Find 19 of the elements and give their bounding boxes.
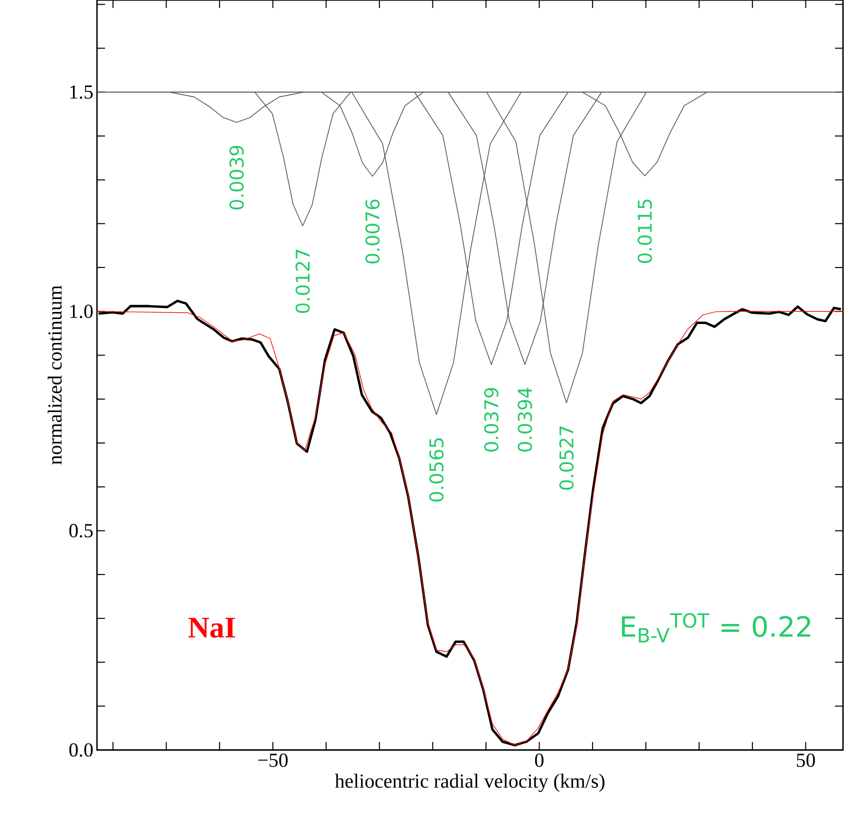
annotation: 0.0076 — [365, 200, 380, 264]
y-tick-label: 0.0 — [69, 743, 93, 757]
y-tick-label: 1.5 — [70, 85, 93, 99]
y-tick-label: 1.0 — [70, 304, 93, 318]
annotation: 0.0394 — [518, 388, 532, 452]
x-tick-label: 50 — [796, 754, 815, 767]
x-tick-label: 0 — [535, 754, 544, 767]
annotation: E$_{B-V}$$^{TOT}$ = 0.22 — [622, 613, 810, 642]
annotation: 0.0527 — [559, 426, 574, 490]
annotation: NaI — [188, 618, 235, 638]
annotation: 0.0127 — [296, 250, 310, 313]
y-axis-title: normalized continuum — [48, 285, 62, 464]
x-tick-label: −50 — [258, 754, 288, 767]
annotation: 0.0565 — [429, 438, 444, 502]
x-axis-title: heliocentric radial velocity (km/s) — [334, 774, 604, 792]
annotation: 0.0115 — [638, 200, 652, 263]
annotation: 0.0039 — [229, 146, 244, 210]
annotation: 0.0379 — [484, 388, 498, 452]
y-tick-label: 0.5 — [69, 524, 93, 538]
